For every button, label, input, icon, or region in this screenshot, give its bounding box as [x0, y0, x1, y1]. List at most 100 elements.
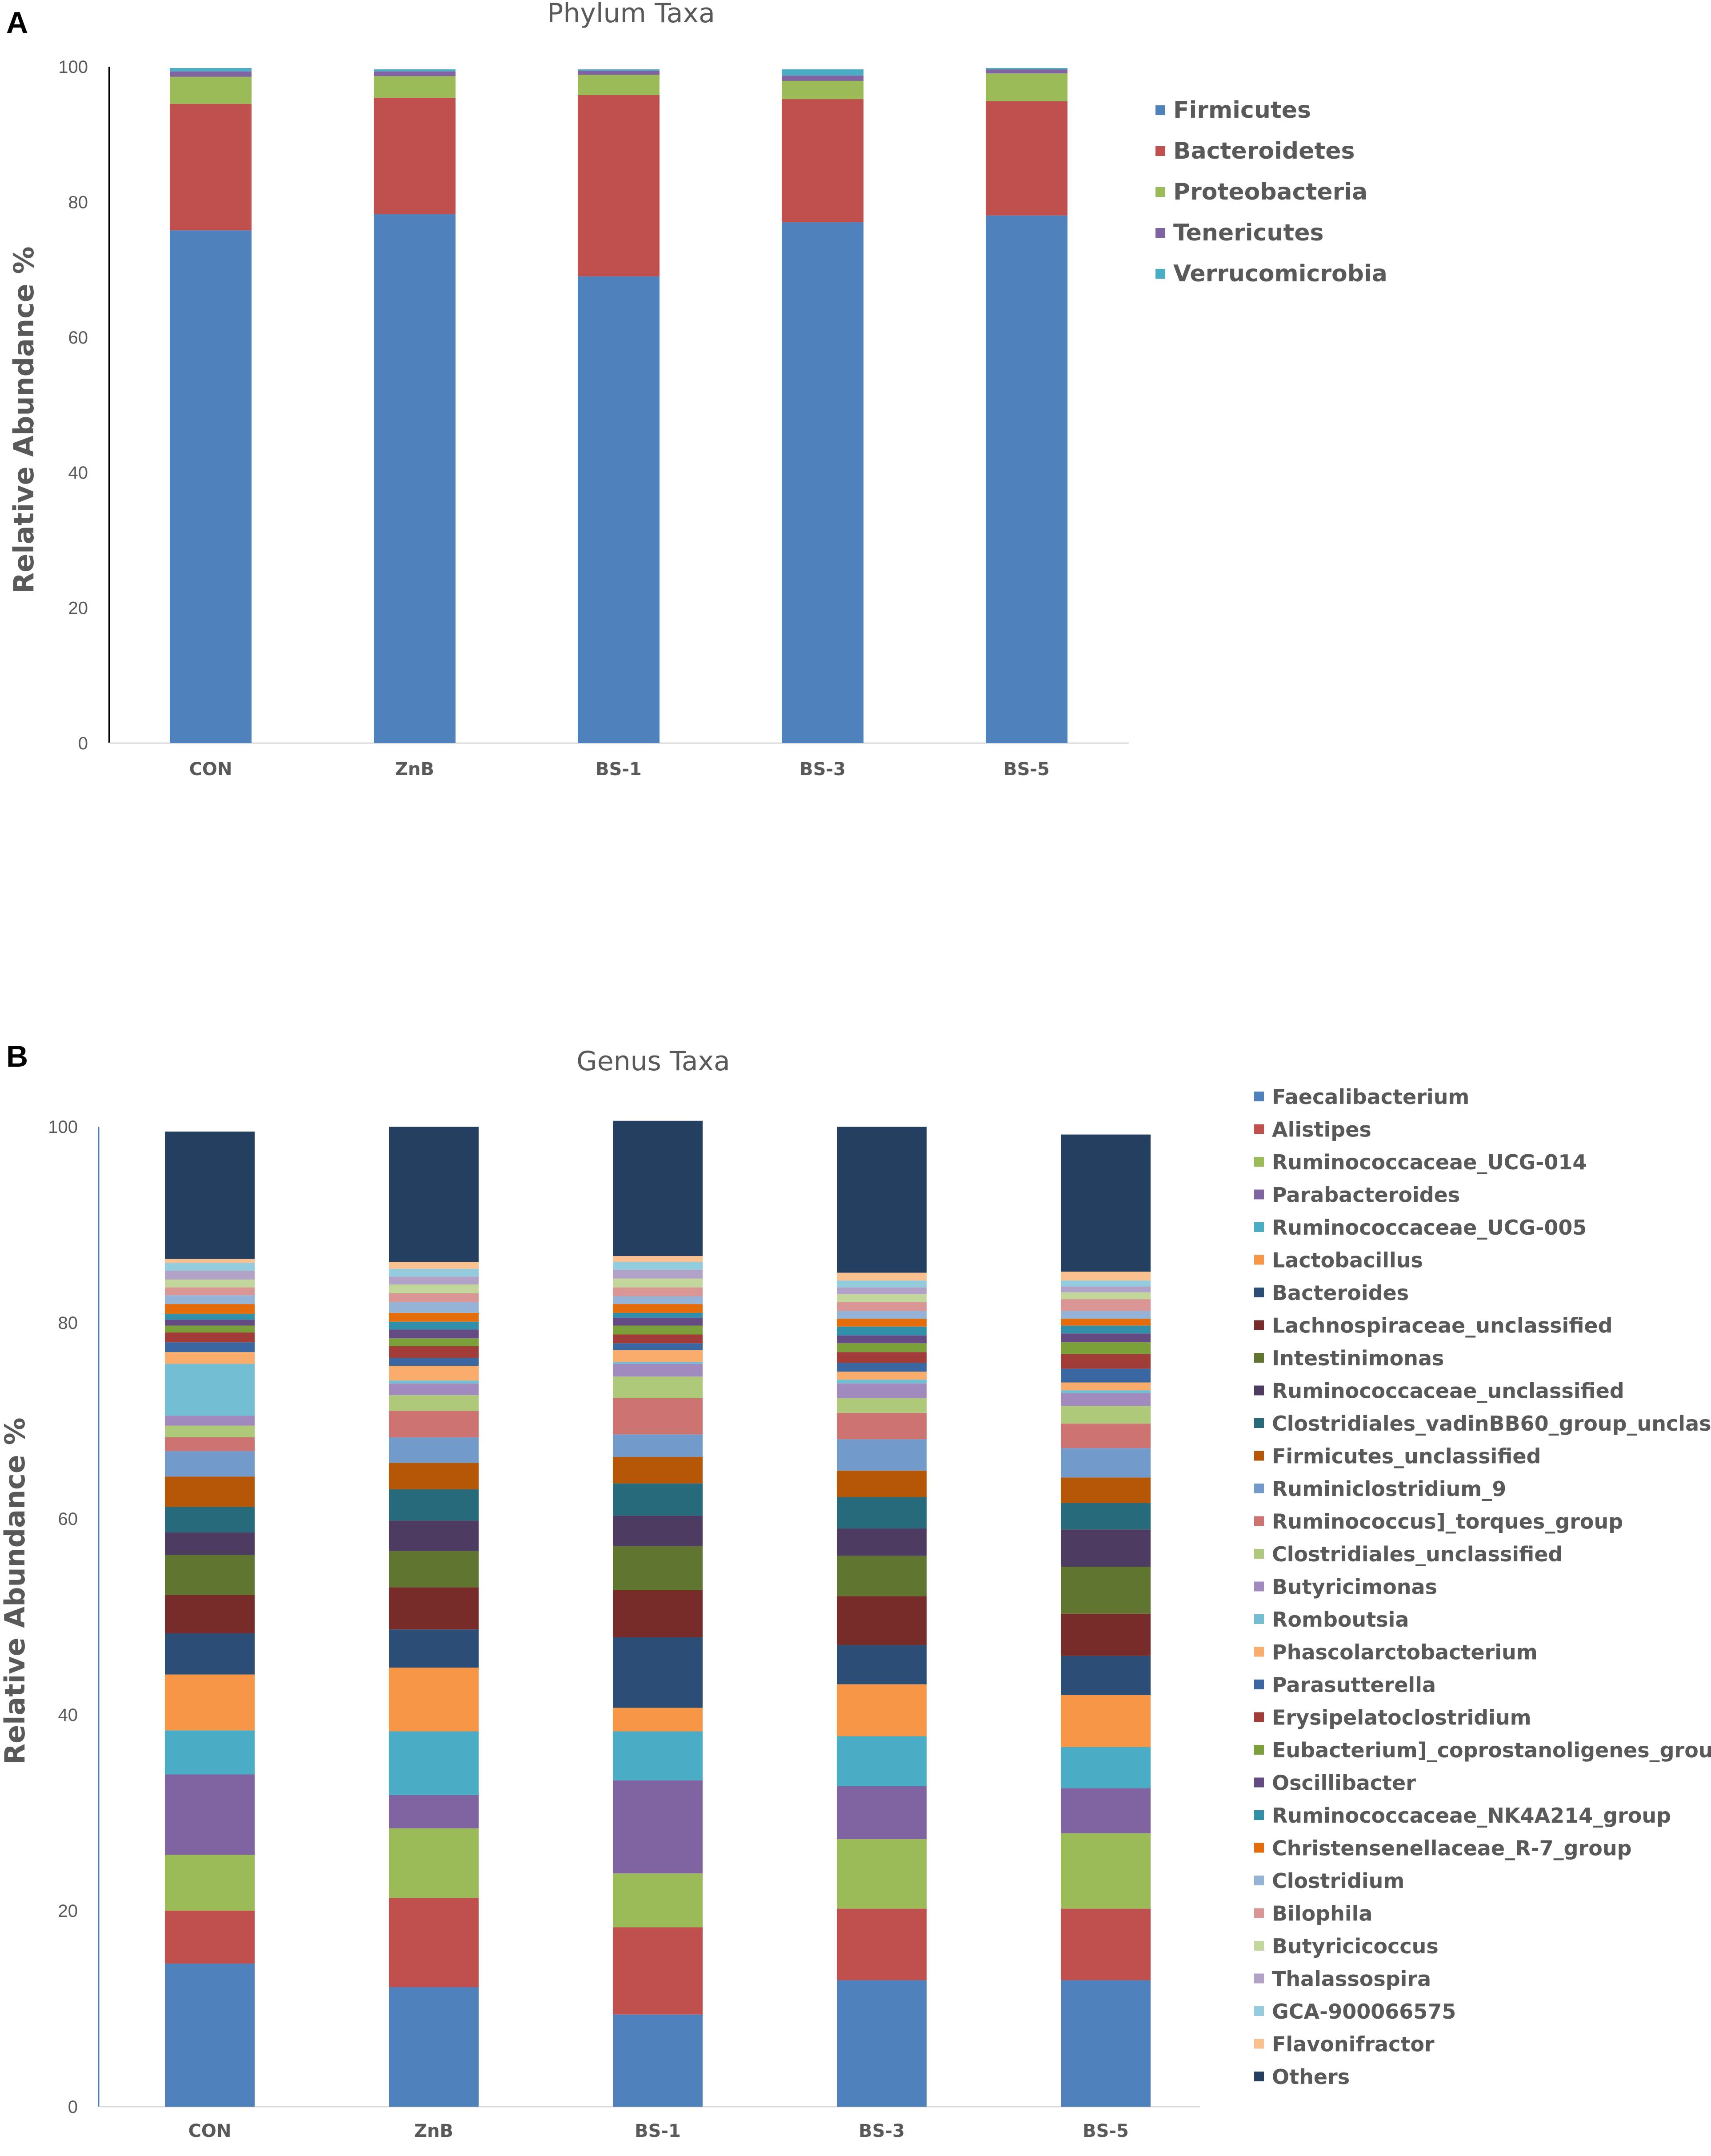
panel-b-bar-bs-3-eubacterium-coprostanoligenes-group	[837, 1343, 927, 1352]
panel-b-y-tick-label: 80	[58, 1313, 78, 1333]
panel-b-bar-bs-1-flavonifractor	[613, 1256, 703, 1262]
panel-b-bar-znb-butyricicoccus	[389, 1284, 479, 1293]
panel-b-bar-bs-3-erysipelatoclostridium	[837, 1352, 927, 1363]
panel-b-bar-bs-1-ruminococcaceae-ucg-014	[613, 1873, 703, 1928]
panel-b-legend-swatch-ruminococcaceae-nk4a214-group	[1254, 1810, 1264, 1820]
panel-b-bar-bs-5-lachnospiraceae-unclassified	[1061, 1613, 1151, 1656]
panel-a-legend-swatch-proteobacteria	[1155, 187, 1165, 197]
panel-b-bar-bs-1-lachnospiraceae-unclassified	[613, 1590, 703, 1637]
panel-a-bar-bs-3-tenericutes	[782, 75, 863, 81]
panel-b-bar-znb-lachnospiraceae-unclassified	[389, 1587, 479, 1630]
panel-b-legend-swatch-clostridiales-vadinbb60-group-unclassified	[1254, 1418, 1264, 1428]
panel-b-bar-bs-3-firmicutes-unclassified	[837, 1470, 927, 1497]
panel-a-bar-bs-3-firmicutes	[782, 222, 863, 743]
panel-b-legend-swatch-ruminiclostridium-9	[1254, 1484, 1264, 1493]
panel-a-y-tick-label: 60	[68, 328, 88, 348]
panel-b-x-tick-label: CON	[188, 2121, 232, 2141]
panel-b-legend-label-erysipelatoclostridium: Erysipelatoclostridium	[1272, 1706, 1531, 1730]
panel-b-bar-con-parasutterella	[165, 1342, 255, 1352]
panel-b-legend-swatch-butyricicoccus	[1254, 1941, 1264, 1951]
panel-b-bar-bs-3-ruminococcaceae-nk4a214-group	[837, 1326, 927, 1336]
panel-b-bar-con-eubacterium-coprostanoligenes-group	[165, 1325, 255, 1333]
panel-a-bar-con-tenericutes	[170, 71, 252, 77]
panel-b-legend-label-christensenellaceae-r-7-group: Christensenellaceae_R-7_group	[1272, 1836, 1632, 1860]
panel-b-bar-bs-5-bacteroides	[1061, 1656, 1151, 1695]
panel-b-legend-label-others: Others	[1272, 2065, 1350, 2089]
panel-b-bar-znb-lactobacillus	[389, 1668, 479, 1732]
panel-b-bar-bs-1-intestinimonas	[613, 1546, 703, 1590]
panel-b-bar-bs-1-clostridiales-unclassified	[613, 1376, 703, 1398]
panel-a-bar-znb-tenericutes	[374, 71, 456, 76]
panel-b-bar-bs-1-gca-900066575	[613, 1262, 703, 1270]
panel-b-legend-label-ruminococcus-torques-group: Ruminococcus]_torques_group	[1272, 1510, 1623, 1534]
panel-a-bar-bs-5-tenericutes	[986, 69, 1067, 74]
panel-b-bar-bs-5-lactobacillus	[1061, 1695, 1151, 1747]
panel-a-bar-znb-proteobacteria	[374, 76, 456, 98]
panel-b-bar-con-bilophila	[165, 1287, 255, 1296]
panel-a-bar-con-firmicutes	[170, 230, 252, 743]
panel-b-bar-bs-3-oscillibacter	[837, 1335, 927, 1344]
panel-b-bar-bs-5-ruminococcaceae-ucg-014	[1061, 1833, 1151, 1909]
panel-b-bar-bs-5-ruminococcaceae-unclassified	[1061, 1529, 1151, 1567]
panel-b-legend-label-alistipes: Alistipes	[1272, 1118, 1371, 1142]
panel-a-bar-bs-5-bacteroidetes	[986, 101, 1067, 216]
panel-b-x-tick-label: BS-3	[859, 2121, 905, 2141]
panel-b-legend-label-ruminococcaceae-ucg-014: Ruminococcaceae_UCG-014	[1272, 1150, 1587, 1174]
panel-b-bar-bs-3-parasutterella	[837, 1363, 927, 1372]
panel-b-bar-znb-thalassospira	[389, 1276, 479, 1285]
panel-b-legend-label-ruminococcaceae-nk4a214-group: Ruminococcaceae_NK4A214_group	[1272, 1804, 1671, 1828]
panel-b-legend-swatch-ruminococcaceae-unclassified	[1254, 1385, 1264, 1396]
panel-b-bar-bs-5-clostridiales-unclassified	[1061, 1406, 1151, 1424]
panel-b-bar-bs-3-gca-900066575	[837, 1280, 927, 1288]
panel-b-bar-bs-5-romboutsia	[1061, 1390, 1151, 1393]
panel-b-legend-label-clostridium: Clostridium	[1272, 1869, 1404, 1893]
panel-b-bar-bs-5-oscillibacter	[1061, 1333, 1151, 1343]
panel-b-bar-bs-3-ruminiclostridium-9	[837, 1439, 927, 1471]
panel-b-bar-bs-3-christensenellaceae-r-7-group	[837, 1319, 927, 1327]
panel-b-bar-con-parabacteroides	[165, 1774, 255, 1855]
panel-b-bar-bs-5-christensenellaceae-r-7-group	[1061, 1319, 1151, 1326]
panel-a-bar-bs-1-tenericutes	[578, 71, 660, 75]
panel-b-legend-label-parabacteroides: Parabacteroides	[1272, 1183, 1460, 1207]
panel-b-legend-swatch-ruminococcaceae-ucg-014	[1254, 1157, 1264, 1167]
panel-b-bar-bs-5-flavonifractor	[1061, 1272, 1151, 1281]
panel-a-legend-label-firmicutes: Firmicutes	[1173, 97, 1311, 124]
panel-b-bar-con-ruminococcaceae-unclassified	[165, 1532, 255, 1555]
panel-b-bar-bs-1-alistipes	[613, 1927, 703, 2015]
panel-b-bar-znb-clostridiales-unclassified	[389, 1395, 479, 1411]
panel-b-legend-swatch-parasutterella	[1254, 1680, 1264, 1689]
panel-b-bar-con-ruminococcaceae-nk4a214-group	[165, 1314, 255, 1320]
panel-b-bar-bs-3-lactobacillus	[837, 1684, 927, 1736]
panel-b-bar-bs-1-clostridium	[613, 1296, 703, 1304]
panel-a-x-tick-label: BS-1	[596, 759, 642, 780]
panel-b-legend-label-lactobacillus: Lactobacillus	[1272, 1248, 1423, 1272]
panel-b-bar-con-clostridiales-vadinbb60-group-unclassified	[165, 1507, 255, 1532]
panel-b-bar-bs-5-firmicutes-unclassified	[1061, 1477, 1151, 1503]
panel-b-y-tick-label: 100	[48, 1117, 78, 1137]
panel-b-legend-label-intestinimonas: Intestinimonas	[1272, 1346, 1444, 1370]
panel-b-bar-bs-1-erysipelatoclostridium	[613, 1334, 703, 1344]
panel-b-bar-bs-5-parabacteroides	[1061, 1788, 1151, 1833]
panel-b-bar-znb-alistipes	[389, 1898, 479, 1987]
panel-b-bar-bs-5-intestinimonas	[1061, 1567, 1151, 1614]
panel-a-bar-bs-3-proteobacteria	[782, 80, 863, 100]
panel-b-bar-bs-3-clostridiales-unclassified	[837, 1398, 927, 1413]
panel-b-bar-bs-5-clostridiales-vadinbb60-group-unclassified	[1061, 1503, 1151, 1530]
panel-b-bar-znb-gca-900066575	[389, 1268, 479, 1277]
panel-a-y-tick-label: 100	[58, 57, 88, 77]
panel-b-bar-bs-3-romboutsia	[837, 1379, 927, 1384]
panel-a-legend-label-proteobacteria: Proteobacteria	[1173, 179, 1367, 205]
panel-b-legend-swatch-faecalibacterium	[1254, 1092, 1264, 1101]
panel-b-legend-label-ruminococcaceae-ucg-005: Ruminococcaceae_UCG-005	[1272, 1216, 1587, 1240]
panel-b-bar-bs-5-alistipes	[1061, 1908, 1151, 1980]
panel-b-bar-con-lactobacillus	[165, 1674, 255, 1731]
panel-b-bar-znb-ruminococcaceae-ucg-005	[389, 1731, 479, 1795]
panel-b-legend-label-flavonifractor: Flavonifractor	[1272, 2032, 1435, 2056]
panel-a-bar-con-bacteroidetes	[170, 104, 252, 231]
panel-b-bar-bs-1-eubacterium-coprostanoligenes-group	[613, 1325, 703, 1335]
panel-b-bar-bs-5-phascolarctobacterium	[1061, 1382, 1151, 1391]
panel-b-bar-bs-3-parabacteroides	[837, 1786, 927, 1840]
panel-b-bar-znb-butyricimonas	[389, 1383, 479, 1396]
panel-b-bar-con-ruminiclostridium-9	[165, 1451, 255, 1477]
